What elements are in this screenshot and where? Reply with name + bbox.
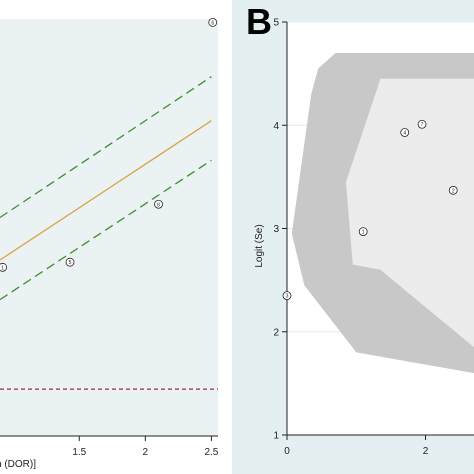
panel-b: B 1 2 3 4 5 0 2 3 1 4 7 2 Logit (Se) (232, 0, 474, 474)
panel-b-x-tick-label: 2 (423, 446, 429, 457)
panel-b-point-label: 2 (452, 188, 455, 194)
panel-a-x-tick-label: 2 (143, 447, 149, 458)
panel-a-ci-lower-line (0, 159, 212, 301)
panel-a-point-label: 8 (157, 202, 160, 208)
panel-b-data-point (282, 291, 292, 301)
panel-a-data-point (0, 262, 8, 272)
panel-b-y-tick-label: 4 (273, 121, 279, 132)
panel-b-y-tick-label: 3 (273, 224, 279, 235)
panel-b-data-point (400, 128, 410, 137)
panel-a-point-label: 1 (1, 265, 4, 271)
panel-b-y-axis-label: Logit (Se) (254, 224, 265, 267)
panel-a-ci-upper-line (0, 76, 212, 219)
panel-b-point-label: 1 (362, 230, 365, 236)
panel-a-data-point (154, 199, 163, 209)
panel-b-point-label: 7 (421, 122, 424, 128)
panel-b-confidence-region (345, 78, 474, 348)
panel-b-y-tick-label: 2 (273, 327, 279, 338)
panel-a-data-point (208, 17, 218, 27)
panel-a-data-point (65, 257, 75, 267)
panel-a-x-tick-label: 2.5 (204, 447, 218, 458)
panel-a-point-label: 6 (211, 20, 214, 26)
panel-b-data-point (417, 119, 427, 129)
panel-b-y-tick-label: 5 (273, 18, 279, 29)
panel-b-data-point (358, 227, 368, 236)
panel-b-y-tick-label: 1 (273, 431, 279, 442)
panel-a-point-label: 5 (69, 260, 72, 266)
panel-b-x-tick-label: 0 (284, 446, 290, 457)
panel-b-data-point (448, 185, 458, 195)
panel-b-point-label: 3 (286, 294, 289, 300)
panel-a-fit-line (0, 120, 212, 261)
panel-a-x-tick-label: 1.5 (72, 447, 86, 458)
panel-b-point-label: 4 (403, 130, 406, 136)
panel-a-x-axis-label: n (DOR)] (0, 459, 36, 470)
panel-a: 1.5 2 2.5 1 5 8 6 n (DOR)] (0, 17, 219, 470)
panel-b-label: B (246, 1, 272, 42)
